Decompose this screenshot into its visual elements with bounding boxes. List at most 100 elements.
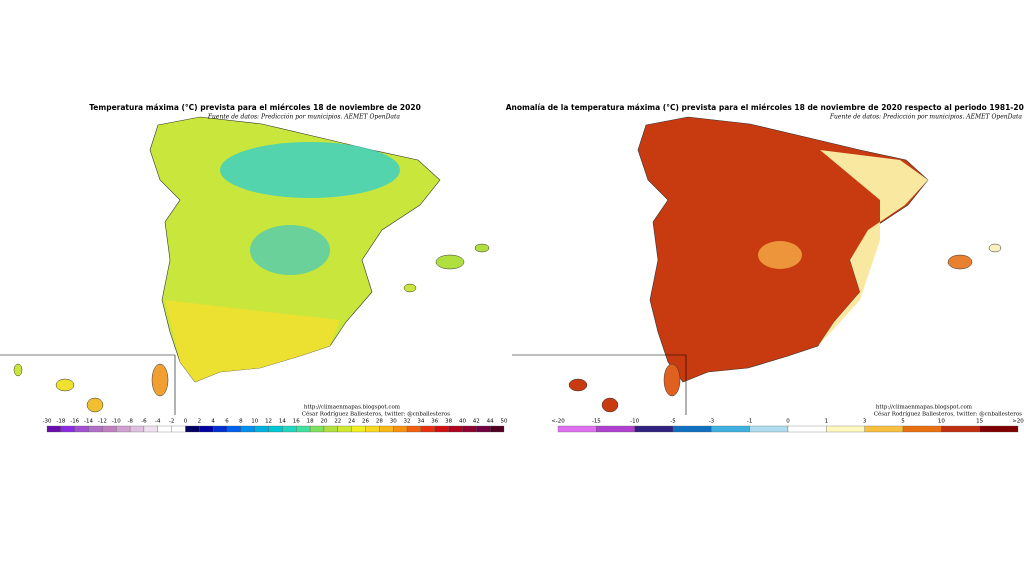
legend-label: -5 bbox=[670, 419, 676, 425]
legend-label: -14 bbox=[84, 419, 93, 425]
legend-swatch bbox=[102, 425, 117, 433]
legend-swatch bbox=[337, 425, 352, 433]
legend-label: >20 bbox=[1012, 419, 1024, 425]
legend-swatch bbox=[749, 425, 789, 433]
legend-swatch bbox=[129, 425, 145, 433]
legend-label: -10 bbox=[630, 419, 639, 425]
legend-swatch bbox=[596, 425, 635, 433]
legend-swatch bbox=[88, 425, 103, 433]
legend-swatch bbox=[309, 425, 325, 433]
legend-label: -16 bbox=[70, 419, 79, 425]
legend-label: 15 bbox=[976, 419, 983, 425]
legend-label: -12 bbox=[98, 419, 107, 425]
legend-swatch bbox=[46, 425, 61, 433]
legend-label: 10 bbox=[938, 419, 945, 425]
legend-swatch bbox=[634, 425, 674, 433]
legend-swatch bbox=[116, 425, 131, 433]
legend-swatch bbox=[240, 425, 255, 433]
legend-swatch bbox=[282, 425, 297, 433]
legend-swatch bbox=[557, 425, 597, 433]
legend-label: 40 bbox=[459, 419, 466, 425]
legend-swatch bbox=[979, 425, 1019, 433]
legend-label: 24 bbox=[348, 419, 355, 425]
legend-label: 10 bbox=[251, 419, 258, 425]
legend-label: <-20 bbox=[551, 419, 565, 425]
legend-label: -15 bbox=[592, 419, 601, 425]
legend-swatch bbox=[462, 425, 477, 433]
legend-label: 18 bbox=[307, 419, 314, 425]
legend-swatch bbox=[711, 425, 750, 433]
legend-swatch bbox=[902, 425, 942, 433]
legend-label: 0 bbox=[786, 419, 790, 425]
legend-label: 6 bbox=[225, 419, 229, 425]
legend-label: -1 bbox=[747, 419, 752, 425]
legend-label: 38 bbox=[445, 419, 452, 425]
legend-label: 42 bbox=[473, 419, 480, 425]
legend-label: -18 bbox=[56, 419, 65, 425]
legend-label: -4 bbox=[155, 419, 161, 425]
legend-swatch bbox=[296, 425, 311, 433]
legend-swatch bbox=[268, 425, 283, 433]
legend-swatch bbox=[787, 425, 827, 433]
legend-swatch bbox=[420, 425, 435, 433]
legend-swatch bbox=[323, 425, 338, 433]
map-subtitle: Fuente de datos: Predicción por municipi… bbox=[207, 114, 401, 121]
legend-label: 32 bbox=[404, 419, 411, 425]
legend-label: 12 bbox=[265, 419, 272, 425]
legend-label: -30 bbox=[43, 419, 52, 425]
legend-label: 20 bbox=[320, 419, 327, 425]
legend-label: 3 bbox=[863, 419, 867, 425]
credit-url: http://climaenmapas.blogspot.com bbox=[876, 405, 973, 411]
legend-swatch bbox=[157, 425, 172, 433]
legend-swatch bbox=[490, 425, 505, 433]
legend-label: -2 bbox=[169, 419, 174, 425]
legend-swatch bbox=[226, 425, 242, 433]
legend-label: 26 bbox=[362, 419, 369, 425]
legend-label: 0 bbox=[184, 419, 188, 425]
legend-swatch bbox=[185, 425, 200, 433]
legend-label: 8 bbox=[239, 419, 243, 425]
credit-author: César Rodríguez Ballesteros, twitter: @c… bbox=[302, 411, 450, 418]
legend-swatch bbox=[406, 425, 422, 433]
legend-swatch bbox=[476, 425, 491, 433]
legend-label: -3 bbox=[709, 419, 715, 425]
legend-swatch bbox=[864, 425, 904, 433]
legend-swatch bbox=[941, 425, 980, 433]
legend-label: 16 bbox=[293, 419, 300, 425]
legend-swatch bbox=[393, 425, 408, 433]
legend-swatch bbox=[74, 425, 89, 433]
map-left bbox=[0, 116, 490, 415]
legend-label: 4 bbox=[211, 419, 215, 425]
legend-label: 36 bbox=[431, 419, 438, 425]
legend-swatch bbox=[365, 425, 380, 433]
credit-author: César Rodríguez Ballesteros, twitter: @c… bbox=[874, 411, 1022, 418]
legend-swatch bbox=[448, 425, 463, 433]
legend-swatch bbox=[60, 425, 75, 433]
legend-swatch bbox=[351, 425, 366, 433]
legend-swatch bbox=[434, 425, 449, 433]
legend-label: 50 bbox=[501, 419, 508, 425]
legend-swatch bbox=[379, 425, 394, 433]
legend-swatch bbox=[826, 425, 865, 433]
legend-label: 30 bbox=[390, 419, 397, 425]
legend-swatch bbox=[672, 425, 712, 433]
legend-swatch bbox=[171, 425, 186, 433]
legend-label: 14 bbox=[279, 419, 286, 425]
legend-swatch bbox=[143, 425, 158, 433]
map-subtitle: Fuente de datos: Predicción por municipi… bbox=[829, 114, 1023, 121]
legend-swatch bbox=[199, 425, 214, 433]
legend-swatch bbox=[213, 425, 228, 433]
legend-label: -8 bbox=[127, 419, 133, 425]
legend-label: -10 bbox=[112, 419, 121, 425]
credit-url: http://climaenmapas.blogspot.com bbox=[304, 405, 401, 411]
legend-label: 1 bbox=[825, 419, 829, 425]
legend-label: 28 bbox=[376, 419, 383, 425]
map-title: Anomalía de la temperatura máxima (°C) p… bbox=[506, 103, 1024, 112]
legend-label: 22 bbox=[334, 419, 341, 425]
map-title: Temperatura máxima (°C) prevista para el… bbox=[89, 103, 421, 112]
map-right bbox=[512, 116, 1002, 415]
legend-label: 44 bbox=[487, 419, 494, 425]
legend-label: 5 bbox=[901, 419, 905, 425]
legend-label: 2 bbox=[198, 419, 202, 425]
